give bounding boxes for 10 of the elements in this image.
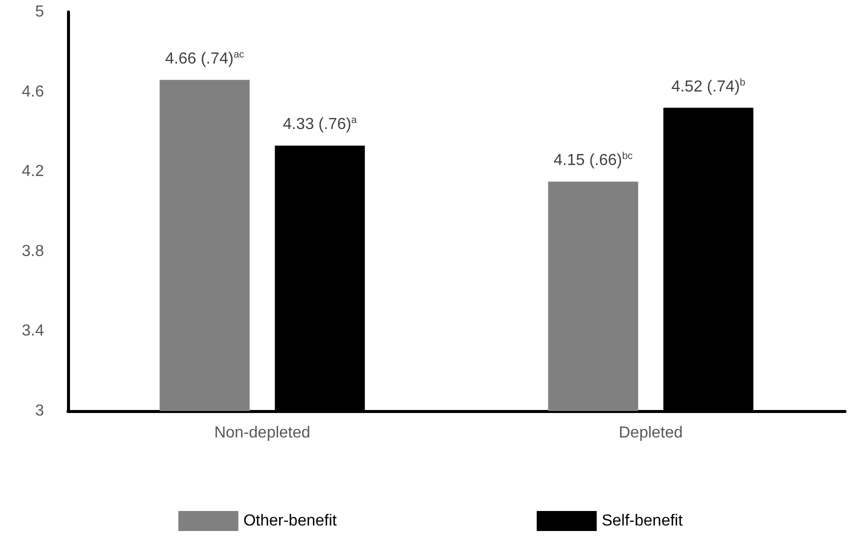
legend-label: Other-benefit: [243, 512, 338, 530]
x-tick-label: Non-depleted: [214, 424, 310, 442]
y-tick-label: 3.8: [22, 242, 44, 260]
legend-label: Self-benefit: [602, 512, 684, 530]
y-tick-label: 5: [35, 4, 44, 20]
x-tick-label: Depleted: [618, 424, 683, 442]
y-tick-label: 4.2: [22, 163, 44, 180]
y-tick-label: 4.6: [22, 83, 44, 100]
y-tick-label: 3: [35, 402, 44, 420]
y-tick-label: 3.4: [22, 322, 44, 340]
